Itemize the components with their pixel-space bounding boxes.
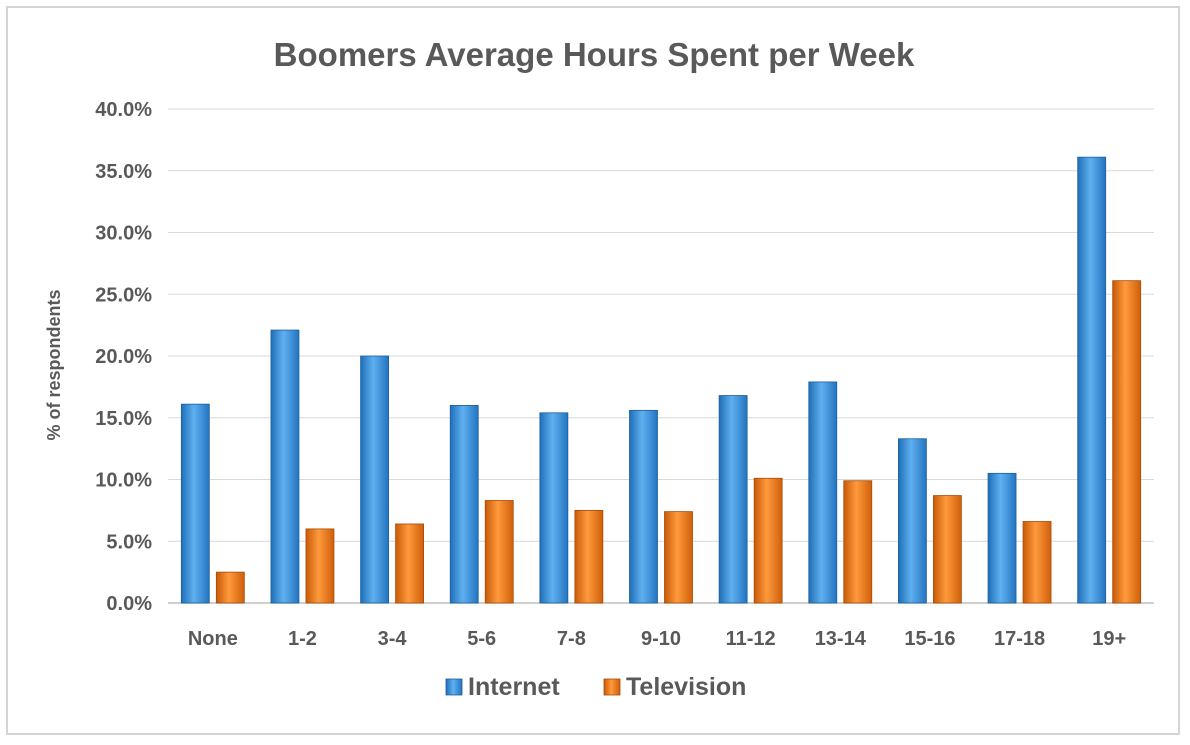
y-tick-label: 10.0% — [95, 470, 152, 492]
bar-internet-1-2 — [270, 329, 300, 604]
x-tick-label: 17-18 — [994, 628, 1045, 650]
y-tick-label: 15.0% — [95, 408, 152, 430]
bar-television-None — [215, 571, 245, 604]
y-tick-label: 30.0% — [95, 223, 152, 245]
bar-internet-7-8 — [539, 412, 569, 604]
bar-television-13-14 — [843, 480, 873, 604]
bar-internet-17-18 — [987, 472, 1017, 604]
x-tick-label: 19+ — [1092, 628, 1126, 650]
legend: Internet Television — [445, 673, 746, 701]
y-tick-label: 0.0% — [106, 593, 152, 615]
y-tick-label: 5.0% — [106, 531, 152, 553]
bar-television-15-16 — [933, 495, 962, 604]
bar-internet-13-14 — [808, 381, 838, 604]
x-tick-label: 7-8 — [557, 628, 586, 650]
x-tick-label: 15-16 — [904, 628, 955, 650]
bar-internet-11-12 — [718, 395, 748, 604]
x-tick-label: 9-10 — [641, 628, 681, 650]
legend-label-television: Television — [626, 673, 746, 701]
legend-label-internet: Internet — [468, 673, 560, 701]
bar-internet-19+ — [1077, 156, 1107, 604]
x-tick-label: 1-2 — [288, 628, 317, 650]
bar-internet-3-4 — [360, 355, 389, 604]
x-tick-label: 13-14 — [815, 628, 867, 650]
bar-television-9-10 — [664, 511, 693, 604]
bar-internet-9-10 — [629, 409, 658, 604]
x-tick-label: 3-4 — [378, 628, 408, 650]
chart-frame: Boomers Average Hours Spent per Week % o… — [6, 6, 1180, 735]
y-tick-label: 25.0% — [95, 284, 152, 306]
y-axis-ticks: 0.0% 5.0% 10.0% 15.0% 20.0% 25.0% 30.0% 35.0% 40… — [95, 99, 152, 615]
bar-television-19+ — [1112, 280, 1142, 604]
y-tick-label: 40.0% — [95, 99, 152, 121]
x-tick-label: None — [188, 628, 238, 650]
bar-chart: Boomers Average Hours Spent per Week % o… — [44, 36, 1154, 701]
bars — [180, 156, 1142, 604]
bar-television-11-12 — [753, 477, 783, 604]
legend-swatch-internet — [445, 678, 463, 696]
x-axis-ticks: None 1-2 3-4 5-6 7-8 9-10 11-12 13-14 15-16 17-18… — [188, 628, 1126, 650]
bar-internet-None — [180, 403, 210, 604]
bar-television-3-4 — [395, 523, 424, 604]
y-tick-label: 20.0% — [95, 346, 152, 368]
bar-internet-5-6 — [449, 404, 479, 604]
bar-internet-15-16 — [898, 438, 927, 604]
y-axis-label: % of respondents — [44, 289, 64, 440]
bar-television-1-2 — [305, 528, 335, 604]
x-tick-label: 11-12 — [726, 628, 776, 650]
bar-television-17-18 — [1022, 521, 1052, 604]
legend-swatch-television — [603, 678, 621, 696]
bar-television-5-6 — [484, 500, 514, 604]
bar-television-7-8 — [574, 509, 604, 604]
y-tick-label: 35.0% — [95, 161, 152, 183]
x-tick-label: 5-6 — [467, 628, 496, 650]
chart-title: Boomers Average Hours Spent per Week — [274, 36, 915, 73]
